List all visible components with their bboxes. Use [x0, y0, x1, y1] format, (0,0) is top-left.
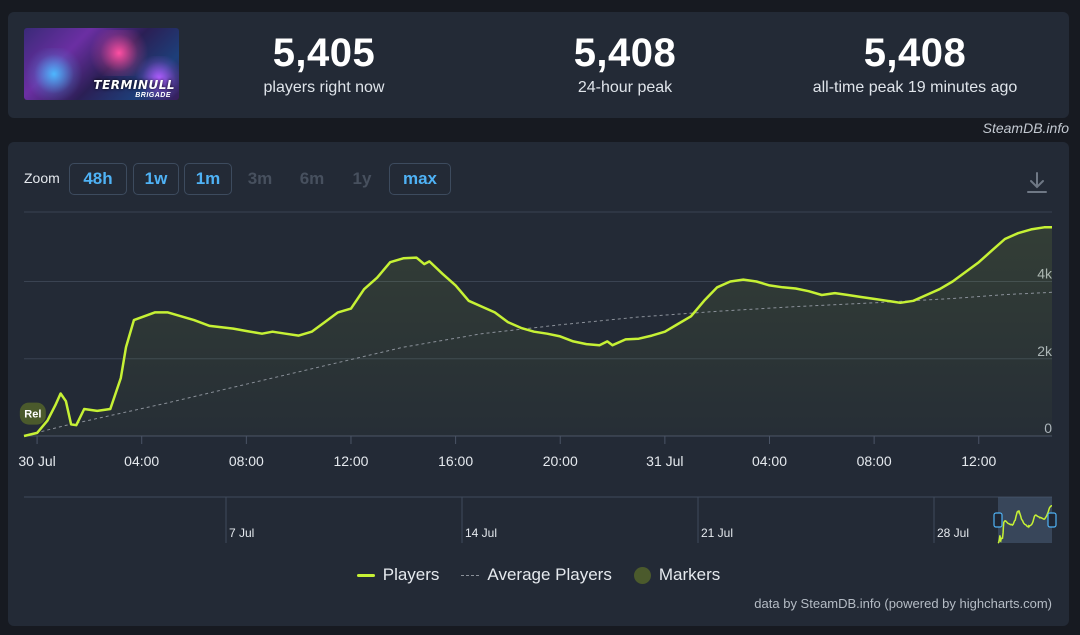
legend-markers[interactable]: Markers	[633, 565, 721, 585]
zoom-1w-button[interactable]: 1w	[133, 163, 179, 195]
game-logo-title: TERMINULL	[93, 78, 175, 92]
navigator-handle-right	[1047, 512, 1057, 528]
game-thumbnail[interactable]: TERMINULL BRIGADE	[24, 28, 179, 100]
x-tick-label: 30 Jul	[18, 453, 55, 469]
zoom-6m-button[interactable]: 6m	[299, 169, 325, 188]
navigator-selection	[998, 497, 1052, 543]
stat-current-label: players right now	[263, 79, 385, 96]
highcharts-credit[interactable]: data by SteamDB.info (powered by highcha…	[754, 596, 1052, 611]
steamdb-credit[interactable]: SteamDB.info	[982, 120, 1069, 136]
legend-markers-label: Markers	[658, 565, 721, 584]
stat-current-value: 5,405	[272, 31, 376, 75]
legend-players-label: Players	[382, 565, 440, 584]
x-tick-label: 08:00	[229, 453, 264, 469]
zoom-1y-button[interactable]: 1y	[352, 169, 372, 188]
marker-badge	[19, 402, 46, 425]
players-line	[23, 226, 1052, 438]
zoom-1m-button[interactable]: 1m	[184, 163, 232, 195]
chart-legend: Players Average Players Markers	[8, 564, 1069, 586]
zoom-max-button[interactable]: max	[389, 163, 451, 195]
navigator-tick-label: 14 Jul	[465, 526, 497, 540]
x-tick-label: 31 Jul	[646, 453, 683, 469]
stats-card: TERMINULL BRIGADE 5,405 players right no…	[8, 12, 1069, 118]
legend-average[interactable]: Average Players	[461, 565, 612, 585]
legend-average-label: Average Players	[487, 565, 612, 584]
download-icon[interactable]	[1024, 170, 1050, 196]
legend-players-line	[356, 573, 375, 577]
x-tick-label: 12:00	[333, 453, 368, 469]
x-tick-label: 16:00	[438, 453, 473, 469]
navigator-tick-label: 7 Jul	[229, 526, 254, 540]
stat-alltime-peak: 5,408 all-time peak 19 minutes ago	[780, 28, 1050, 98]
stat-24h-value: 5,408	[573, 31, 677, 75]
stat-24h-label: 24-hour peak	[577, 79, 673, 96]
navigator-handle-left	[993, 512, 1003, 528]
stat-alltime-value: 5,408	[863, 31, 967, 75]
x-tick-label: 12:00	[961, 453, 996, 469]
marker-label: Rel	[24, 409, 41, 421]
x-tick-label: 20:00	[543, 453, 578, 469]
zoom-48h-button[interactable]: 48h	[69, 163, 127, 195]
legend-players[interactable]: Players	[356, 565, 440, 585]
zoom-label: Zoom	[24, 170, 60, 186]
stat-24h-peak: 5,408 24-hour peak	[508, 28, 742, 98]
navigator-tick-label: 21 Jul	[701, 526, 733, 540]
x-tick-label: 08:00	[857, 453, 892, 469]
x-tick-label: 04:00	[124, 453, 159, 469]
stat-current-players: 5,405 players right now	[212, 28, 436, 98]
legend-average-line	[461, 574, 480, 576]
stat-alltime-label: all-time peak 19 minutes ago	[812, 79, 1018, 96]
legend-markers-dot	[633, 566, 651, 584]
navigator-series	[997, 504, 1052, 544]
x-tick-label: 04:00	[752, 453, 787, 469]
game-logo-subtitle: BRIGADE	[135, 92, 171, 99]
zoom-3m-button[interactable]: 3m	[247, 169, 273, 188]
navigator-tick-label: 28 Jul	[937, 526, 969, 540]
players-area	[24, 227, 1052, 436]
